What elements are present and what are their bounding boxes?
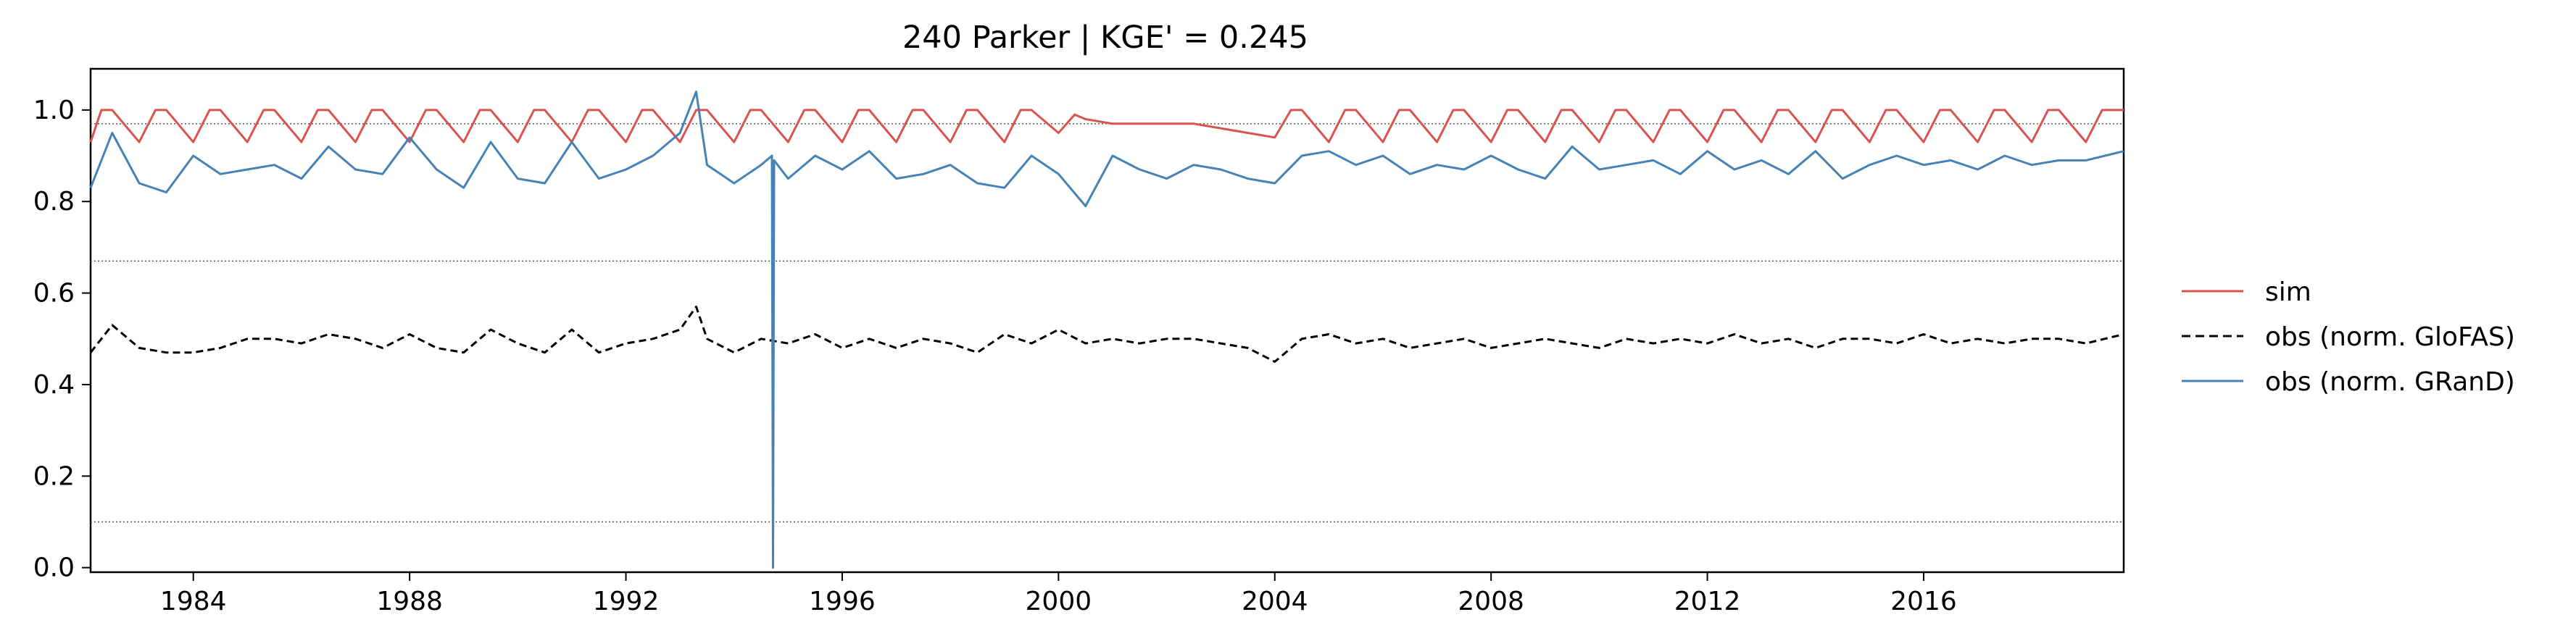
series-layer [89, 91, 2124, 569]
x-tick-label-1996: 1996 [809, 587, 876, 616]
y-tick-label-5: 1.0 [33, 96, 75, 125]
x-tick-label-2000: 2000 [1026, 587, 1092, 616]
legend-sim-label: sim [2265, 277, 2311, 307]
y-tick-label-1: 0.2 [33, 461, 75, 491]
chart-title: 240 Parker | KGE' = 0.245 [902, 20, 1308, 56]
x-tick-label-2004: 2004 [1242, 587, 1308, 616]
legend: sim obs (norm. GloFAS) obs (norm. GRanD) [2182, 277, 2515, 397]
plot-frame [89, 67, 2125, 574]
series-line-2 [89, 91, 2124, 569]
x-tick-label-2012: 2012 [1674, 587, 1741, 616]
plot-area [89, 67, 2125, 574]
series-line-1 [89, 306, 2124, 363]
reference-lines [91, 123, 2124, 523]
x-tick-label-1984: 1984 [160, 587, 227, 616]
y-tick-label-2: 0.4 [33, 370, 75, 400]
legend-glofas-label: obs (norm. GloFAS) [2265, 322, 2515, 352]
x-axis: 1984 1988 1992 1996 2000 2004 2008 2012 2016 [160, 572, 1957, 616]
y-axis: 0.0 0.2 0.4 0.6 0.8 1.0 [33, 96, 91, 583]
series-line-0 [89, 109, 2124, 143]
x-tick-label-2008: 2008 [1458, 587, 1524, 616]
x-tick-label-1992: 1992 [593, 587, 660, 616]
x-tick-label-1988: 1988 [376, 587, 443, 616]
legend-grand-label: obs (norm. GRanD) [2265, 367, 2515, 397]
x-tick-label-2016: 2016 [1890, 587, 1957, 616]
y-tick-label-4: 0.8 [33, 187, 75, 217]
y-tick-label-0: 0.0 [33, 553, 75, 583]
y-tick-label-3: 0.6 [33, 279, 75, 309]
